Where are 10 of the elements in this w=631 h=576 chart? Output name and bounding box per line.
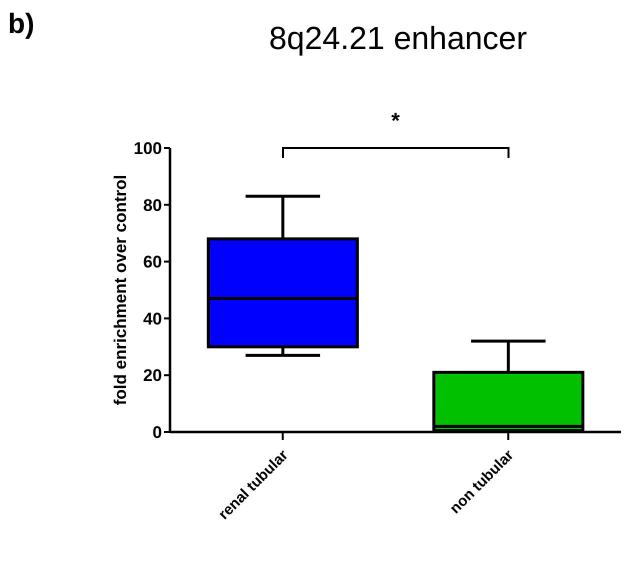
y-tick-label: 40 bbox=[143, 309, 162, 328]
y-axis-title: fold enrichment over control bbox=[111, 174, 130, 406]
text: b) bbox=[8, 8, 34, 40]
y-tick-label: 80 bbox=[143, 196, 162, 215]
y-tick-label: 60 bbox=[143, 252, 162, 272]
y-tick-label: 100 bbox=[134, 139, 162, 158]
text: * bbox=[390, 108, 401, 134]
chart-title: 8q24.21 enhancer bbox=[268, 20, 528, 57]
y-tick-label: 0 bbox=[152, 423, 162, 442]
y-tick-label: 20 bbox=[143, 366, 162, 386]
